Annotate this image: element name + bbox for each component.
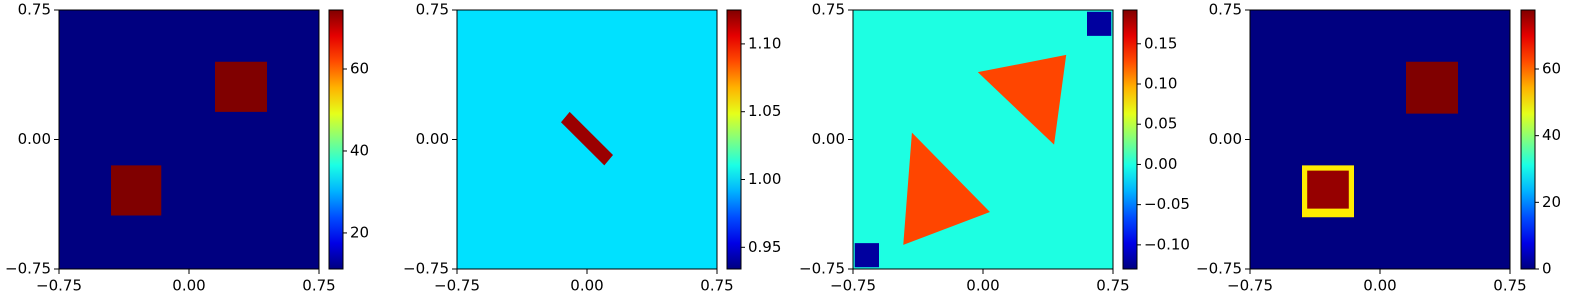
colorbar bbox=[1520, 9, 1536, 270]
y-tick-label: −0.75 bbox=[799, 260, 845, 278]
colorbar-tick-label: 0.15 bbox=[1144, 34, 1177, 52]
y-tick-label: 0.00 bbox=[812, 130, 845, 148]
colorbar-tick-label: 1.00 bbox=[748, 170, 781, 188]
heatmap-region bbox=[854, 243, 879, 268]
colorbar-tick-label: −0.05 bbox=[1144, 195, 1190, 213]
colorbar-tick-label: 20 bbox=[350, 223, 369, 241]
colorbar-tick-label: 40 bbox=[350, 141, 369, 159]
heatmap-region bbox=[111, 165, 162, 216]
heatmap-background bbox=[853, 10, 1113, 269]
colorbar-tick-label: 1.05 bbox=[748, 102, 781, 120]
colorbar-tick-label: 60 bbox=[1542, 60, 1561, 78]
y-tick-label: 0.75 bbox=[1209, 1, 1242, 19]
x-tick-label: 0.00 bbox=[966, 277, 999, 295]
heatmap-region bbox=[215, 61, 267, 112]
colorbar bbox=[726, 9, 742, 270]
heatmap-region bbox=[903, 132, 990, 245]
y-tick-label: −0.75 bbox=[403, 260, 449, 278]
heatmap-region bbox=[1307, 170, 1349, 209]
colorbar-tick-label: 0.00 bbox=[1144, 155, 1177, 173]
heatmap-region bbox=[1406, 61, 1458, 114]
colorbar-tick-label: 20 bbox=[1542, 193, 1561, 211]
x-tick-label: −0.75 bbox=[36, 277, 82, 295]
colorbar bbox=[1122, 9, 1138, 270]
x-tick-label: 0.00 bbox=[172, 277, 205, 295]
colorbar-tick-label: 0.10 bbox=[1144, 75, 1177, 93]
x-tick-label: 0.00 bbox=[570, 277, 603, 295]
colorbar-tick-label: 0.05 bbox=[1144, 115, 1177, 133]
x-tick-label: 0.75 bbox=[1096, 277, 1129, 295]
x-tick-label: 0.75 bbox=[302, 277, 335, 295]
x-tick-label: 0.00 bbox=[1363, 277, 1396, 295]
y-tick-label: 0.00 bbox=[1209, 130, 1242, 148]
y-tick-label: 0.00 bbox=[18, 130, 51, 148]
y-tick-label: 0.75 bbox=[812, 1, 845, 19]
colorbar-tick-label: 40 bbox=[1542, 126, 1561, 144]
x-tick-label: −0.75 bbox=[830, 277, 876, 295]
x-tick-label: −0.75 bbox=[434, 277, 480, 295]
heatmap-region bbox=[1087, 11, 1112, 36]
colorbar-tick-label: 60 bbox=[350, 60, 369, 78]
heatmap-background bbox=[1250, 10, 1510, 269]
colorbar-tick-label: −0.10 bbox=[1144, 235, 1190, 253]
y-tick-label: −0.75 bbox=[5, 260, 51, 278]
colorbar-tick-label: 0 bbox=[1542, 260, 1552, 278]
heatmap-background bbox=[59, 10, 319, 269]
x-tick-label: 0.75 bbox=[1493, 277, 1526, 295]
heatmap-region bbox=[561, 111, 613, 166]
colorbar-tick-label: 1.10 bbox=[748, 34, 781, 52]
x-tick-label: −0.75 bbox=[1227, 277, 1273, 295]
colorbar-tick-label: 0.95 bbox=[748, 238, 781, 256]
y-tick-label: 0.75 bbox=[416, 1, 449, 19]
heatmap-region bbox=[977, 54, 1067, 145]
y-tick-label: 0.75 bbox=[18, 1, 51, 19]
y-tick-label: 0.00 bbox=[416, 130, 449, 148]
y-tick-label: −0.75 bbox=[1196, 260, 1242, 278]
x-tick-label: 0.75 bbox=[700, 277, 733, 295]
colorbar bbox=[328, 9, 344, 270]
